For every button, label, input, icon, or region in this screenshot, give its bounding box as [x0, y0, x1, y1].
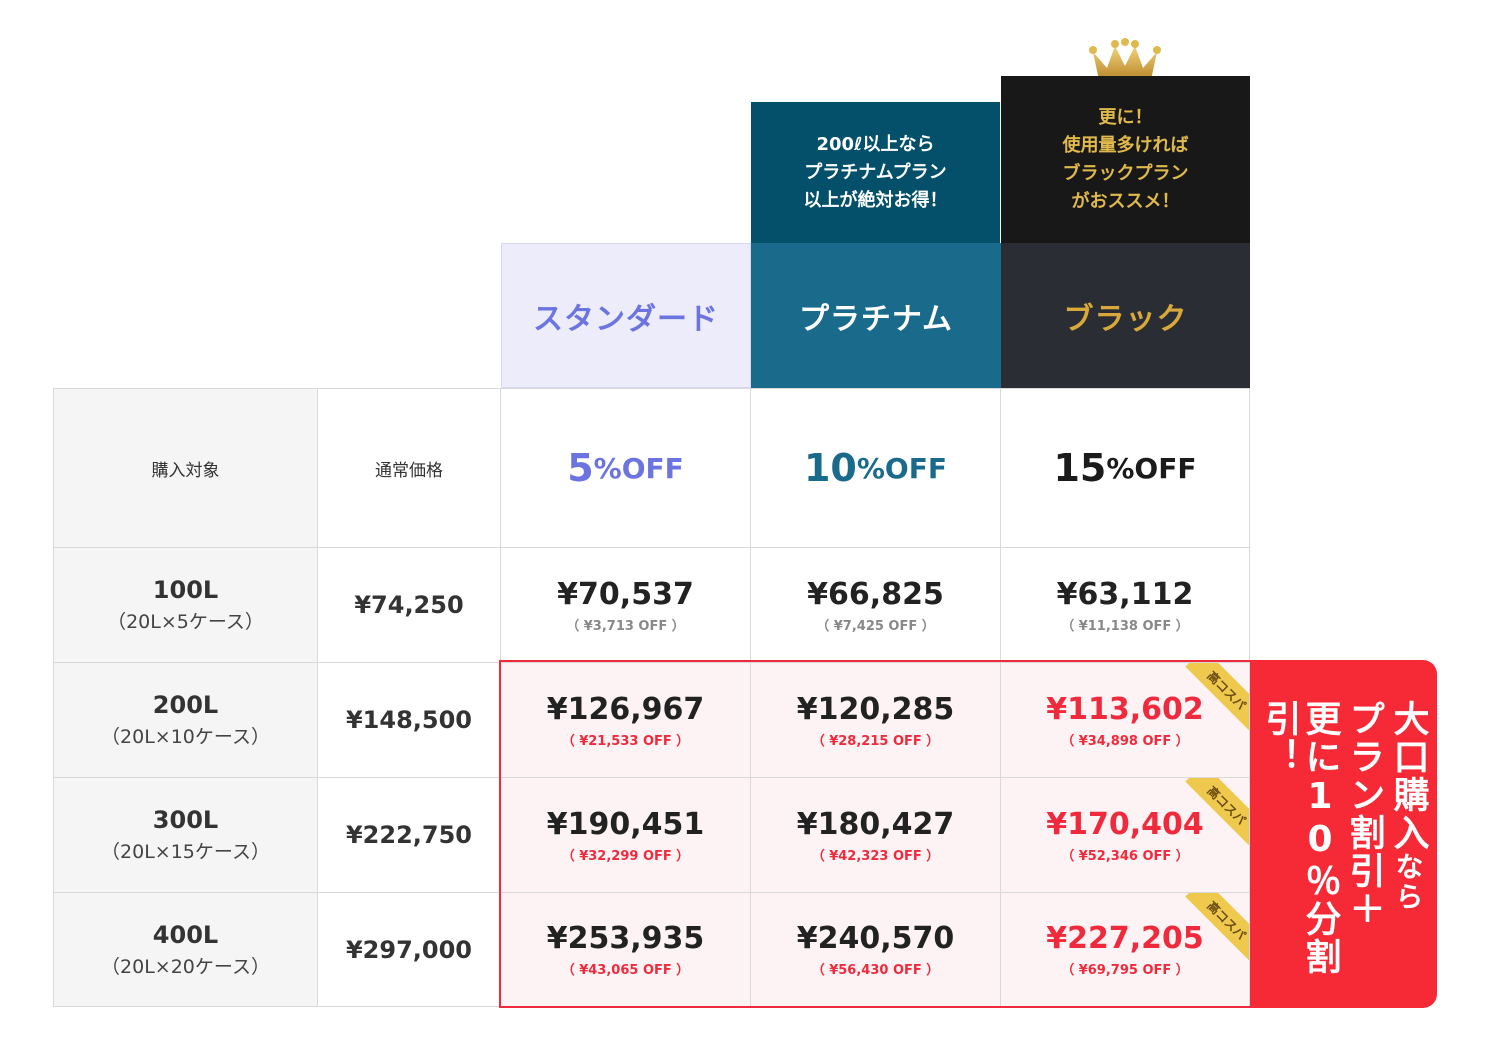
price: ¥190,451	[546, 806, 705, 842]
off-amount: （ ¥42,323 OFF ）	[811, 848, 940, 864]
off-amount: （ ¥56,430 OFF ）	[811, 963, 940, 978]
volume-sub: （20L×15ケース）	[101, 841, 270, 863]
promo-line: 更に！	[1098, 106, 1153, 128]
banner-line: 更に10％分割引！	[1259, 700, 1341, 976]
volume-sub: （20L×20ケース）	[101, 955, 270, 978]
discount-black: 15 %OFF	[1000, 388, 1250, 548]
discount-number: 10	[803, 446, 857, 490]
header-target: 購入対象	[53, 388, 318, 548]
price-cell-standard: ¥190,451 （ ¥32,299 OFF ）	[500, 777, 751, 893]
price: ¥66,825	[807, 576, 944, 612]
banner-text-small: なら	[1391, 852, 1425, 912]
plan-header-black: ブラック	[1001, 243, 1250, 388]
off-amount: （ ¥34,898 OFF ）	[1061, 733, 1189, 749]
off-amount: （ ¥52,346 OFF ）	[1061, 848, 1189, 864]
price-cell-black: ¥63,112 （ ¥11,138 OFF ）	[1000, 547, 1250, 663]
price-cell-standard: ¥253,935 （ ¥43,065 OFF ）	[500, 892, 751, 1007]
off-amount: （ ¥32,299 OFF ）	[561, 848, 690, 864]
volume-label: 300L	[152, 806, 219, 834]
price-cell-platinum: ¥240,570 （ ¥56,430 OFF ）	[750, 892, 1001, 1007]
price: ¥180,427	[796, 806, 955, 842]
volume-sub: （20L×5ケース）	[107, 611, 264, 633]
price: ¥126,967	[546, 691, 705, 727]
price-cell-platinum: ¥180,427 （ ¥42,323 OFF ）	[750, 777, 1001, 893]
promo-line: 以上が絶対お得！	[803, 189, 948, 211]
discount-unit: %OFF	[1106, 451, 1197, 485]
price-cell-black: ¥113,602 （ ¥34,898 OFF ） 高コスパ	[1000, 662, 1250, 778]
off-amount: （ ¥28,215 OFF ）	[811, 733, 940, 749]
table-row-400l-volume: 400L （20L×20ケース）	[53, 892, 318, 1007]
banner-line: 大口購入なら	[1387, 700, 1429, 912]
table-row-100l-volume: 100L （20L×5ケース）	[53, 547, 318, 663]
price-cell-standard: ¥70,537 （ ¥3,713 OFF ）	[500, 547, 751, 663]
off-amount: （ ¥43,065 OFF ）	[561, 963, 690, 978]
price: ¥240,570	[796, 921, 955, 956]
discount-unit: %OFF	[593, 451, 684, 485]
off-amount: （ ¥69,795 OFF ）	[1061, 963, 1189, 978]
price: ¥227,205	[1046, 921, 1204, 956]
black-promo-bubble: 更に！ 使用量多ければ ブラックプラン がおススメ！	[1001, 76, 1250, 264]
price: ¥170,404	[1046, 806, 1204, 842]
header-regular: 通常価格	[317, 388, 501, 548]
price-cell-black: ¥227,205 （ ¥69,795 OFF ） 高コスパ	[1000, 892, 1250, 1007]
promo-line: ブラックプラン	[1062, 162, 1189, 184]
banner-line: プラン割引＋	[1343, 700, 1385, 928]
price: ¥253,935	[546, 921, 705, 956]
plan-header-platinum: プラチナム	[751, 243, 1001, 388]
discount-standard: 5 %OFF	[500, 388, 751, 548]
off-amount: （ ¥11,138 OFF ）	[1061, 618, 1189, 634]
off-amount: （ ¥7,425 OFF ）	[816, 618, 935, 634]
price-cell-platinum: ¥66,825 （ ¥7,425 OFF ）	[750, 547, 1001, 663]
price-cell-black: ¥170,404 （ ¥52,346 OFF ） 高コスパ	[1000, 777, 1250, 893]
plan-header-standard: スタンダード	[501, 243, 751, 388]
discount-unit: %OFF	[856, 451, 947, 485]
volume-label: 200L	[152, 691, 219, 719]
promo-line: 使用量多ければ	[1062, 134, 1189, 156]
volume-label: 400L	[152, 920, 219, 949]
price-cell-platinum: ¥120,285 （ ¥28,215 OFF ）	[750, 662, 1001, 778]
off-amount: （ ¥21,533 OFF ）	[561, 733, 690, 749]
platinum-promo-bubble: 200ℓ以上なら プラチナムプラン 以上が絶対お得！	[751, 102, 1000, 264]
price-cell-standard: ¥126,967 （ ¥21,533 OFF ）	[500, 662, 751, 778]
promo-line: がおススメ！	[1071, 190, 1180, 212]
volume-label: 100L	[152, 576, 219, 604]
banner-text: 大口購入	[1387, 700, 1429, 852]
regular-price: ¥74,250	[317, 547, 501, 663]
regular-price: ¥222,750	[317, 777, 501, 893]
discount-number: 15	[1053, 446, 1107, 490]
regular-price: ¥297,000	[317, 892, 501, 1007]
off-amount: （ ¥3,713 OFF ）	[566, 618, 685, 634]
discount-number: 5	[567, 446, 594, 490]
volume-sub: （20L×10ケース）	[101, 726, 270, 748]
table-row-300l-volume: 300L （20L×15ケース）	[53, 777, 318, 893]
price: ¥113,602	[1046, 691, 1204, 727]
price: ¥120,285	[796, 691, 955, 727]
bulk-discount-banner: 大口購入なら プラン割引＋ 更に10％分割引！	[1250, 660, 1437, 1008]
discount-platinum: 10 %OFF	[750, 388, 1001, 548]
promo-line: プラチナムプラン	[804, 161, 947, 183]
price: ¥70,537	[557, 576, 694, 612]
promo-line: 200ℓ以上なら	[816, 133, 935, 155]
table-row-200l-volume: 200L （20L×10ケース）	[53, 662, 318, 778]
regular-price: ¥148,500	[317, 662, 501, 778]
price: ¥63,112	[1056, 576, 1194, 612]
